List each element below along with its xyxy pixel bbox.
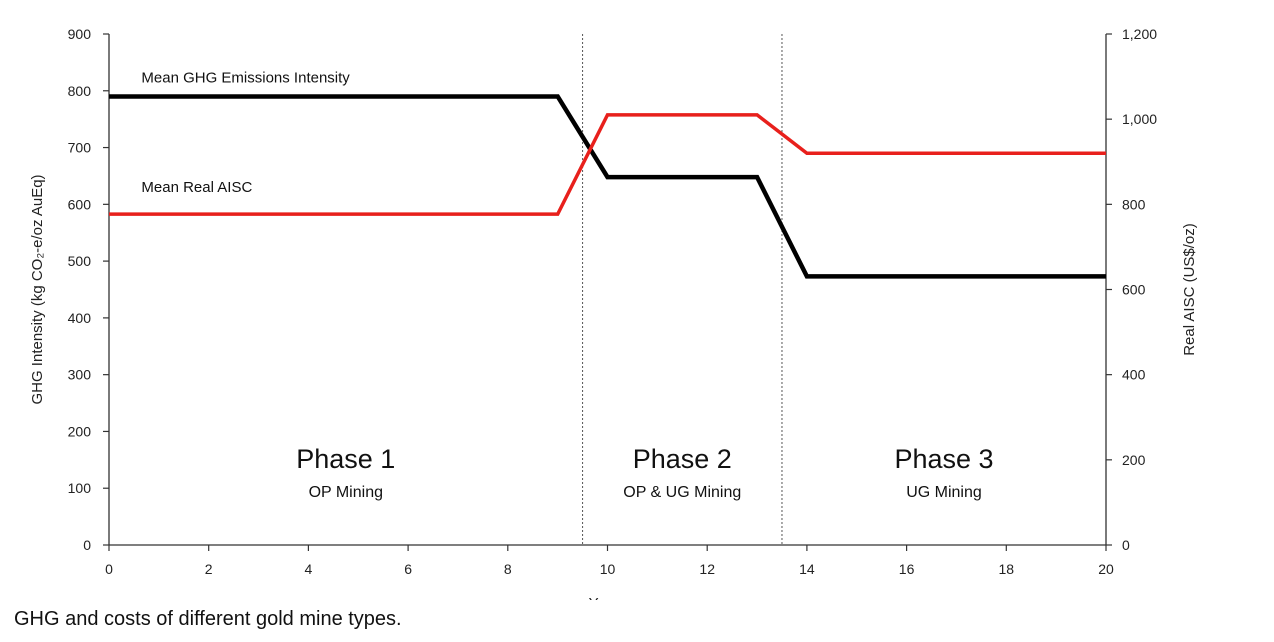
x-tick-label: 14 xyxy=(799,561,815,577)
y-right-tick-label: 800 xyxy=(1122,196,1146,212)
phase-title: Phase 1 xyxy=(296,444,395,474)
y-left-tick-label: 0 xyxy=(83,537,91,553)
chart: 0 2 4 6 8 10 12 14 16 18 2001002003004005006007008… xyxy=(29,26,1198,600)
phase-subtitle: OP & UG Mining xyxy=(623,484,741,501)
y-right-tick-label: 0 xyxy=(1122,537,1130,553)
y-left-tick-label: 100 xyxy=(68,480,92,496)
y-right-tick-label: 600 xyxy=(1122,282,1146,298)
x-axis-title: Years xyxy=(589,595,627,600)
y-axis-right-title: Real AISC (US$/oz) xyxy=(1181,223,1198,356)
phase-title: Phase 3 xyxy=(894,444,993,474)
series-label-ghg: Mean GHG Emissions Intensity xyxy=(141,69,350,86)
y-left-tick-label: 400 xyxy=(68,310,92,326)
y-right-tick-label: 1,000 xyxy=(1122,111,1157,127)
y-left-tick-label: 700 xyxy=(68,140,92,156)
figure-caption: GHG and costs of different gold mine typ… xyxy=(14,608,402,630)
y-left-tick-label: 800 xyxy=(68,83,92,99)
y-left-tick-label: 500 xyxy=(68,253,92,269)
x-tick-label: 10 xyxy=(600,561,616,577)
axes: 0 2 4 6 8 10 12 14 16 18 2001002003004005006007008… xyxy=(29,26,1198,600)
y-right-tick-label: 1,200 xyxy=(1122,26,1157,42)
x-tick-label: 18 xyxy=(999,561,1015,577)
y-left-tick-label: 200 xyxy=(68,423,92,439)
y-axis-left-title: GHG Intensity (kg CO₂-e/oz AuEq) xyxy=(29,174,46,404)
phase-subtitle: UG Mining xyxy=(906,484,982,501)
x-tick-label: 16 xyxy=(899,561,915,577)
x-tick-label: 4 xyxy=(305,561,313,577)
phase-title: Phase 2 xyxy=(633,444,732,474)
x-tick-label: 20 xyxy=(1098,561,1114,577)
x-tick-label: 8 xyxy=(504,561,512,577)
y-right-tick-label: 200 xyxy=(1122,452,1146,468)
y-right-tick-label: 400 xyxy=(1122,367,1146,383)
series-lines xyxy=(109,94,1106,279)
series-label-aisc: Mean Real AISC xyxy=(141,179,252,196)
annotations: Mean GHG Emissions Intensity Mean Real AI… xyxy=(141,69,993,501)
y-left-tick-label: 600 xyxy=(68,196,92,212)
phase-subtitle: OP Mining xyxy=(309,484,383,501)
series-line-ghg xyxy=(109,94,1106,279)
series-line-aisc xyxy=(109,113,1106,216)
x-tick-label: 6 xyxy=(404,561,412,577)
x-tick-label: 0 xyxy=(105,561,113,577)
y-left-tick-label: 900 xyxy=(68,26,92,42)
x-tick-label: 2 xyxy=(205,561,213,577)
x-tick-label: 12 xyxy=(699,561,715,577)
phase-boundaries xyxy=(582,34,783,545)
y-left-tick-label: 300 xyxy=(68,367,92,383)
